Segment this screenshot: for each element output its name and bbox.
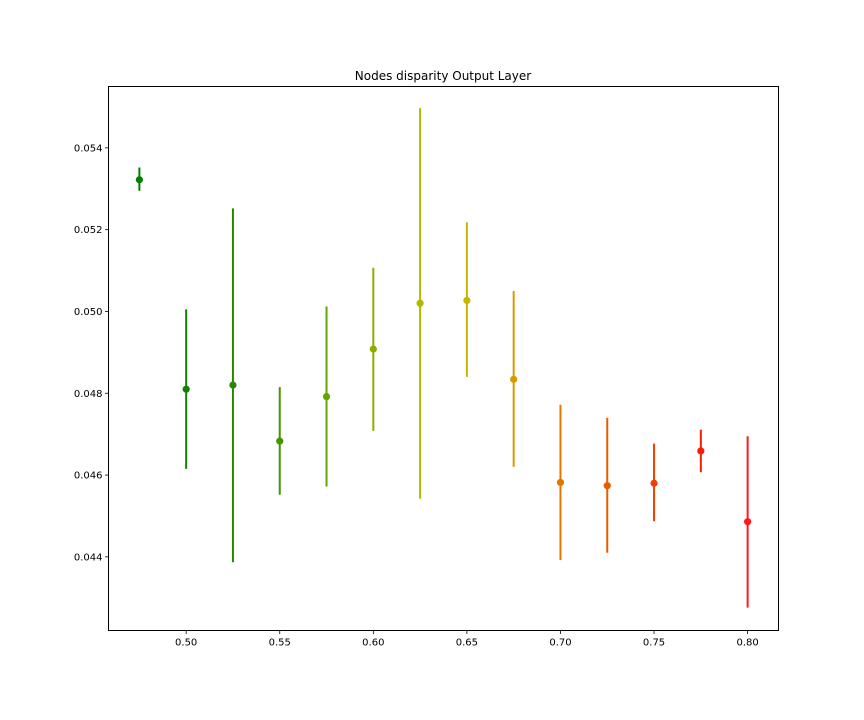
data-point-13 [744,436,752,608]
data-point-7 [463,222,471,377]
x-axis: 0.50 0.55 0.60 0.65 0.70 0.75 0.80 [175,630,759,649]
y-tick-label: 0.044 [74,552,103,563]
point-marker [603,482,611,490]
data-point-12 [697,429,705,473]
point-marker [322,392,331,401]
data-point-1 [182,309,190,469]
y-tick-label: 0.050 [74,307,103,318]
point-marker [182,385,190,393]
plot-frame [108,86,779,631]
point-marker [416,299,424,307]
x-tick-label: 0.55 [269,638,291,649]
point-marker [650,479,658,487]
data-point-6 [416,108,424,499]
x-tick-label: 0.75 [643,638,665,649]
point-marker [135,176,143,184]
point-marker [697,447,705,455]
data-point-5 [369,267,377,431]
x-tick-label: 0.80 [736,638,758,649]
data-point-2 [229,208,237,563]
point-marker [463,296,471,305]
chart-title: Nodes disparity Output Layer [355,69,531,83]
point-marker [510,375,518,383]
point-marker [276,437,284,445]
point-marker [744,518,752,526]
data-point-0 [135,167,143,191]
data-point-10 [603,417,611,553]
data-point-9 [556,404,565,561]
chart-marks [135,108,752,608]
point-marker [556,478,565,487]
point-marker [369,345,377,353]
y-tick-label: 0.054 [74,143,103,154]
y-tick-label: 0.048 [74,389,103,400]
y-tick-label: 0.046 [74,471,103,482]
y-tick-label: 0.052 [74,225,103,236]
x-tick-label: 0.70 [549,638,571,649]
point-marker [229,381,237,389]
x-tick-label: 0.50 [175,638,197,649]
x-tick-label: 0.65 [456,638,478,649]
data-point-3 [276,387,284,495]
data-point-4 [322,306,331,487]
data-point-11 [650,443,658,522]
y-axis: 0.044 0.046 0.048 0.050 0.052 0.054 [74,143,109,563]
x-tick-label: 0.60 [362,638,384,649]
data-point-8 [510,291,518,467]
